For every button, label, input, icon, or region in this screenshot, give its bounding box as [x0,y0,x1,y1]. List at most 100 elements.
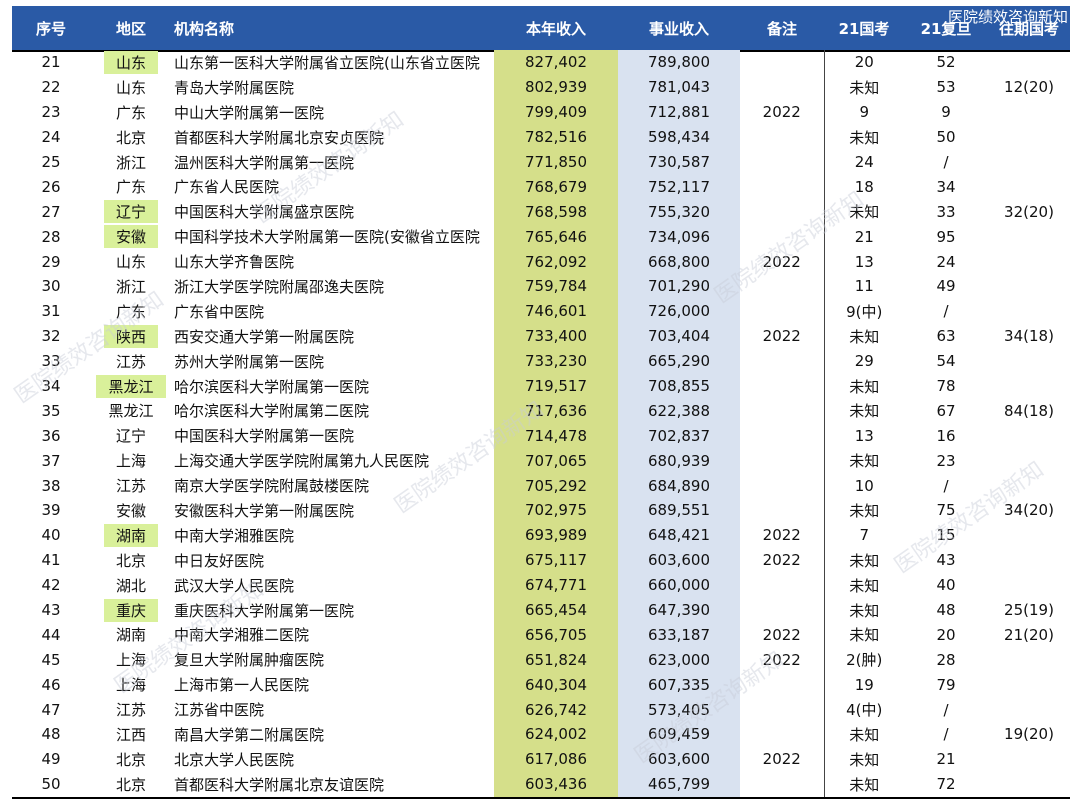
row-region: 安徽 [90,224,172,249]
row-past-exam: 19(20) [1004,725,1054,744]
table-row: 35 黑龙江 哈尔滨医科大学附属第二医院 717,636 622,388 未知 67 84(1… [12,398,1070,424]
row-hospital-name: 中南大学湘雅二医院 [174,626,310,645]
row-no: 32 [41,327,61,346]
row-revenue: 624,002 [494,722,618,747]
row-fudan21: 63 [936,327,956,346]
row-region: 黑龙江 [108,402,154,421]
row-exam21: 未知 [849,327,880,346]
row-note [740,174,825,200]
row-exam21: 未知 [849,128,880,147]
watermark-corner: 医院绩效咨询新知 [947,8,1068,26]
row-hospital-name: 南昌大学第二附属医院 [174,725,325,744]
row-note [740,722,825,747]
row-past-exam [988,150,1070,175]
row-revenue: 719,517 [494,373,618,399]
row-revenue: 765,646 [494,224,618,250]
row-region: 江苏 [115,477,146,496]
row-revenue: 665,454 [494,597,618,623]
row-no: 23 [41,103,61,122]
row-exam21: 未知 [849,501,880,520]
row-revenue: 674,771 [494,572,618,598]
row-hospital-name: 首都医科大学附属北京友谊医院 [172,771,494,799]
row-region: 江苏 [115,701,146,720]
row-hospital-name: 广东省人民医院 [174,178,280,197]
table-row: 30 浙江 浙江大学医学院附属邵逸夫医院 759,784 701,290 11 49 [12,274,1070,299]
table-body: 21 山东 山东第一医科大学附属省立医院(山东省立医院 827,402 789,800 2… [12,50,1070,799]
row-revenue: 768,679 [494,174,618,200]
row-exam21: 9 [859,103,870,122]
row-no: 41 [41,551,61,570]
col-header-exam21: 21国考 [838,19,890,38]
row-fudan21: 79 [936,675,956,694]
row-no: 50 [12,771,90,799]
row-revenue: 675,117 [494,547,618,573]
row-region: 黑龙江 [90,374,172,399]
row-hospital-name: 苏州大学附属第一医院 [174,352,325,371]
row-exam21: 未知 [849,725,880,744]
row-region: 浙江 [115,277,146,296]
row-past-exam [988,423,1070,448]
row-business-revenue: 623,000 [618,647,740,673]
row-note: 2022 [740,99,825,125]
row-business-revenue: 689,551 [618,498,740,523]
row-business-revenue: 755,320 [618,199,740,225]
row-past-exam: 32(20) [1004,202,1054,221]
header-bar [12,6,1070,50]
region-highlight: 湖南 [103,523,158,547]
row-exam21: 9(中) [846,302,883,321]
row-exam21: 未知 [849,750,880,769]
row-note [740,572,825,598]
row-exam21: 24 [854,153,874,171]
row-business-revenue: 668,800 [618,249,740,275]
region-highlight: 安徽 [103,225,158,249]
row-past-exam [988,473,1070,498]
row-hospital-name: 首都医科大学附属北京安贞医院 [174,128,385,147]
row-region: 山东 [115,78,146,97]
row-hospital-name: 广东省中医院 [174,302,265,321]
row-region: 北京 [115,128,146,147]
table-row: 46 上海 上海市第一人民医院 640,304 607,335 19 79 [12,672,1070,698]
row-exam21: 未知 [849,203,880,222]
row-revenue: 603,436 [494,771,618,799]
row-note [740,398,825,424]
row-business-revenue: 609,459 [618,722,740,747]
row-past-exam [988,573,1070,598]
row-hospital-name: 南京大学医学院附属鼓楼医院 [174,477,370,496]
row-fudan21: 48 [936,601,956,620]
row-past-exam [988,672,1070,697]
row-exam21: 未知 [849,78,880,97]
col-header-name: 机构名称 [174,19,235,38]
row-hospital-name: 北京大学人民医院 [174,750,295,769]
row-past-exam [988,374,1070,399]
row-business-revenue: 665,290 [618,348,740,374]
row-past-exam: 25(19) [1004,601,1054,620]
row-fudan21: / [943,476,949,495]
row-past-exam [988,224,1070,249]
row-business-revenue: 648,421 [618,522,740,548]
row-region: 上海 [115,676,146,695]
row-region: 山东 [90,50,172,75]
row-no: 30 [41,277,61,296]
row-region: 浙江 [115,153,146,172]
row-note [740,597,825,623]
row-no: 42 [41,576,61,595]
row-note: 2022 [740,647,825,673]
col-header-fudan21: 21复旦 [920,19,972,38]
row-fudan21: 43 [936,551,956,570]
row-revenue: 617,086 [494,746,618,772]
row-no: 28 [41,227,61,246]
region-highlight: 重庆 [103,598,158,622]
row-region: 广东 [115,103,146,122]
row-region: 广东 [115,302,146,321]
row-no: 49 [41,750,61,769]
row-past-exam [988,274,1070,299]
row-note: 2022 [740,522,825,548]
row-fudan21: 15 [936,526,956,545]
row-business-revenue: 701,290 [618,274,740,299]
row-business-revenue: 465,799 [618,771,740,799]
row-exam21: 未知 [849,626,880,645]
row-no: 37 [41,451,61,470]
row-hospital-name: 中国医科大学附属第一医院 [174,427,355,446]
row-business-revenue: 730,587 [618,149,740,175]
row-business-revenue: 684,890 [618,473,740,499]
